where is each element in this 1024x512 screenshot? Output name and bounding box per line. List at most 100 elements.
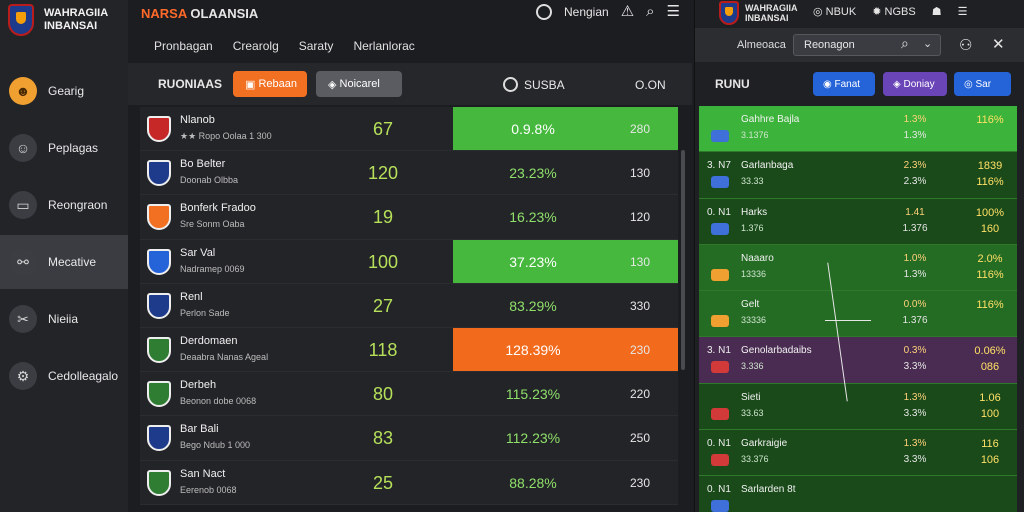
panel-row-name: Garkraigie xyxy=(741,438,788,450)
logo-line-1: WAHRAGIIA xyxy=(44,7,109,19)
panel-row[interactable]: 0. N1 Sarlarden 8t xyxy=(699,476,1017,512)
table-row[interactable]: Bar Bali Bego Ndub 1 000 83 112.23% 250 xyxy=(140,416,678,461)
panel-user-icon[interactable]: ☗ xyxy=(931,6,942,18)
panel-row-stat-b: 1.3% xyxy=(903,268,927,280)
panel-row[interactable]: 0. N1 Garkraigie 33.376 1.3% 3.3% 116 106 xyxy=(699,430,1017,477)
table-row[interactable]: Derbeh Beonon dobe 0068 80 115.23% 220 xyxy=(140,372,678,417)
panel-item-1-label: NBUK xyxy=(825,6,857,18)
panel-item-2[interactable]: ✹ NGBS xyxy=(872,6,916,18)
filter-grey-button[interactable]: ◈ Noicarel xyxy=(316,71,402,97)
panel-item-1[interactable]: ◎ NBUK xyxy=(813,6,857,18)
team-subtitle: Nadramep 0069 xyxy=(180,263,245,274)
filter-grey-label: Noicarel xyxy=(339,78,380,90)
panel-logo[interactable]: WAHRAGIIA INBANSAI xyxy=(719,1,798,25)
table-row[interactable]: Sar Val Nadramep 0069 100 37.23% 130 xyxy=(140,239,678,284)
table-row[interactable]: San Nact Eerenob 0068 25 88.28% 230 xyxy=(140,460,678,505)
sidebar-item-label: Gearig xyxy=(48,84,85,98)
table-row[interactable]: Bo Belter Doonab Olbba 120 23.23% 130 xyxy=(140,151,678,196)
table-row[interactable]: Derdomaen Deaabra Nanas Ageal 118 128.39% 23… xyxy=(140,327,678,373)
panel-filter-1[interactable]: ◉ Fanat xyxy=(813,72,875,96)
user-label[interactable]: Nengian xyxy=(563,5,609,19)
panel-row-sub: 33.376 xyxy=(741,454,769,465)
panel-row-stat-d: 116% xyxy=(976,176,1004,189)
pct-cell-bg xyxy=(453,327,678,371)
team-name: Bo Belter xyxy=(180,158,226,171)
sidebar-item-0[interactable]: ☻ Gearig xyxy=(0,64,128,118)
panel-row-stat-a: 1.0% xyxy=(903,252,927,264)
panel-filter-3[interactable]: ◎ Sar xyxy=(954,72,1011,96)
panel-row[interactable]: Gelt 33336 0.0% 1.376 116% xyxy=(699,291,1017,338)
sidebar-item-5[interactable]: ⚙ Cedolleagalo xyxy=(0,349,128,403)
panel-menu-icon[interactable]: ☰ xyxy=(957,6,968,18)
panel-row-name: Sieti xyxy=(741,391,761,403)
car-icon xyxy=(711,222,729,235)
panel-row-code: 0. N1 xyxy=(707,484,731,496)
sub-navigation: Pronbagan Crearolg Saraty Nerlanlorac xyxy=(128,30,692,62)
panel-logo-line-1: WAHRAGIIA xyxy=(745,3,798,13)
panel-filter-2[interactable]: ◈ Doniay xyxy=(883,72,947,96)
panel-row[interactable]: 3. N1 Genolarbadaibs 3.336 0.3% 3.3% 0.06% 086 xyxy=(699,337,1017,384)
team-percent: 83.29% xyxy=(509,297,557,314)
app-logo[interactable]: WAHRAGIIA INBANSAI xyxy=(8,0,126,40)
sidebar-item-1[interactable]: ☺ Peplagas xyxy=(0,121,128,175)
panel-row-stat-c: 2.0% xyxy=(977,252,1003,265)
panel-row[interactable]: Naaaro 13336 1.0% 1.3% 2.0% 116% xyxy=(699,244,1017,292)
panel-row-name: Harks xyxy=(741,206,768,218)
search-icon[interactable]: ⌕ xyxy=(646,3,655,20)
team-right-value: 230 xyxy=(629,475,651,490)
panel-row-name: Genolarbadaibs xyxy=(741,345,812,357)
filter-orange-icon: ▣ xyxy=(245,78,259,91)
team-badge-icon xyxy=(147,248,171,275)
team-value: 83 xyxy=(372,428,394,449)
panel-row[interactable]: Sieti 33.63 1.3% 3.3% 1.06 100 xyxy=(699,383,1017,431)
search-input[interactable] xyxy=(793,34,941,56)
panel-row-name: Garlanbaga xyxy=(741,160,794,172)
panel-row-code: 3. N7 xyxy=(707,160,731,172)
close-icon[interactable]: ✕ xyxy=(992,36,1005,53)
brand-label: NARSA xyxy=(141,6,187,21)
people-icon: ☺ xyxy=(9,134,37,162)
team-badge-icon xyxy=(147,469,171,496)
table-row[interactable]: Renl Perlon Sade 27 83.29% 330 xyxy=(140,283,678,328)
team-subtitle: Deaabra Nanas Ageal xyxy=(180,351,269,362)
share-icon: ⚯ xyxy=(9,248,37,276)
subnav-tab-0[interactable]: Pronbagan xyxy=(154,39,213,53)
sidebar-item-4[interactable]: ✂ Nieiia xyxy=(0,292,128,346)
score-column-header[interactable]: SUSBA xyxy=(524,78,565,92)
team-subtitle: Eerenob 0068 xyxy=(180,484,237,495)
panel-filter-2-label: Doniay xyxy=(903,78,935,90)
subnav-tab-1[interactable]: Crearolg xyxy=(232,39,279,53)
sidebar-item-label: Nieiia xyxy=(48,312,79,326)
chevron-down-icon[interactable]: ⌄ xyxy=(923,38,933,50)
right-column-header[interactable]: O.ON xyxy=(635,78,666,92)
user-icon[interactable]: ⚇ xyxy=(959,37,973,54)
table-row[interactable]: Bonferk Fradoo Sre Sonm Oaba 19 16.23% 120 xyxy=(140,195,678,240)
team-name: Bonferk Fradoo xyxy=(180,202,256,215)
subnav-tab-3[interactable]: Nerlanlorac xyxy=(353,39,415,53)
subnav-tab-2[interactable]: Saraty xyxy=(298,39,334,53)
panel-row[interactable]: 0. N1 Harks 1.376 1.41 1.376 100% 160 xyxy=(699,198,1017,245)
panel-row-stat-d: 086 xyxy=(980,361,1000,374)
table-scrollbar[interactable] xyxy=(681,150,685,370)
panel-row-stat-b: 2.3% xyxy=(903,176,927,188)
search-icon[interactable]: ⌕ xyxy=(901,35,909,51)
filter-orange-button[interactable]: ▣ Rebaan xyxy=(233,71,307,97)
car-icon xyxy=(711,454,729,467)
team-name: Derdomaen xyxy=(180,334,238,347)
sidebar-item-2[interactable]: ▭ Reongraon xyxy=(0,178,128,232)
table-title: RUONIAAS xyxy=(158,77,223,91)
table-row[interactable]: Nlanob ★★ Ropo Oolaa 1 300 67 0.9.8% 280 xyxy=(140,107,678,152)
sidebar-item-3[interactable]: ⚯ Mecative xyxy=(0,235,128,289)
filter-orange-label: Rebaan xyxy=(258,78,297,90)
alert-icon[interactable]: ⚠ xyxy=(620,3,635,20)
panel-row-stat-a: 1.3% xyxy=(903,114,927,125)
panel-row[interactable]: 3. N7 Garlanbaga 33.33 2.3% 2.3% 1839 116% xyxy=(699,152,1017,199)
panel-row-stat-c: 100% xyxy=(975,206,1005,219)
profile-circle-icon[interactable] xyxy=(535,4,552,20)
panel-row-name: Gahhre Bajla xyxy=(741,114,800,125)
filter-grey-icon: ◈ xyxy=(328,78,340,91)
team-right-value: 130 xyxy=(629,254,651,269)
menu-icon[interactable]: ☰ xyxy=(666,3,680,20)
panel-row[interactable]: Gahhre Bajla 3.1376 1.3% 1.3% 116% xyxy=(699,106,1017,153)
panel-title: RUNU xyxy=(715,77,750,91)
